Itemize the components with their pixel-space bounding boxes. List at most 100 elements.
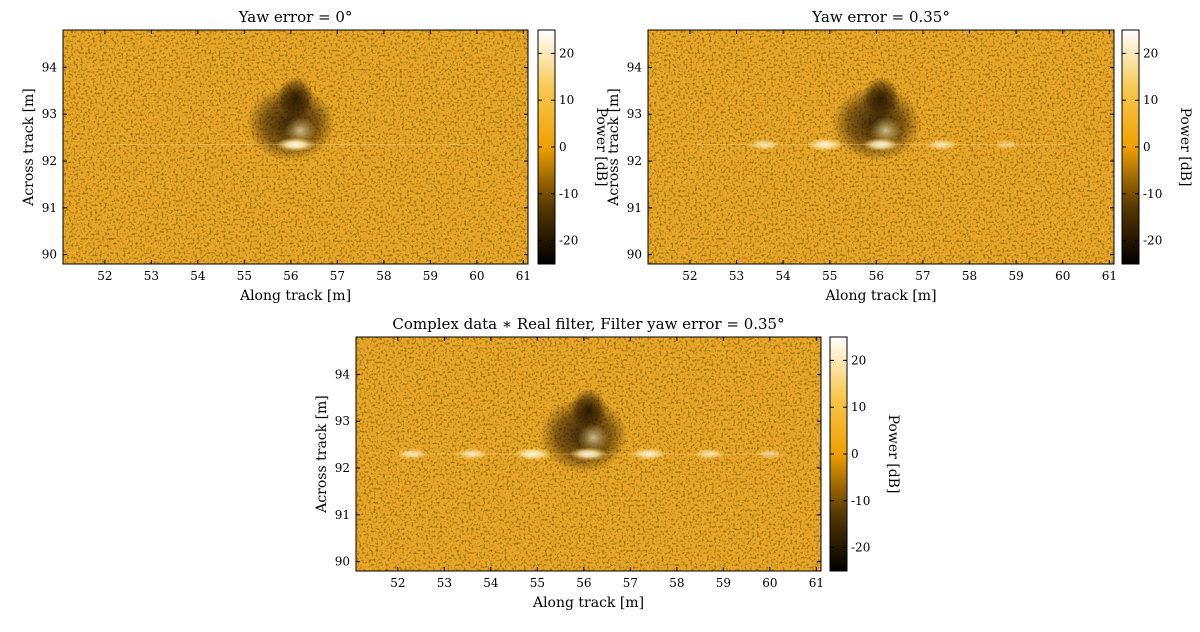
bright-spot: [805, 137, 845, 152]
colorbar-tick-label: -10: [559, 187, 578, 201]
x-tick-label: 55: [237, 269, 252, 283]
target-shadow-top: [569, 388, 608, 431]
plot-frame: [647, 29, 1115, 265]
x-tick-label: 54: [483, 576, 499, 590]
y-tick-label: 94: [335, 367, 351, 381]
x-tick-label: 59: [1008, 269, 1023, 283]
x-tick-label: 57: [623, 576, 638, 590]
x-tick-label: 54: [775, 269, 791, 283]
colorbar-tick-label: 0: [559, 140, 567, 154]
heatmap-image: [356, 337, 821, 571]
y-axis-label: Across track [m]: [21, 88, 37, 207]
heatmap-image: [63, 30, 528, 264]
colorbar-tick-label: -20: [1143, 234, 1162, 248]
y-tick-label: 93: [627, 107, 642, 121]
chart-title: Yaw error = 0.35°: [811, 8, 950, 26]
y-tick-label: 92: [335, 461, 350, 475]
bright-spot: [992, 139, 1021, 150]
x-tick-label: 52: [97, 269, 112, 283]
x-tick-label: 58: [376, 269, 391, 283]
target-glow: [869, 116, 902, 145]
bright-spot: [569, 447, 608, 461]
subplot-2: 52 53 54 55 56 57 58 59 60 61 90 91 92 93 94 Yaw error …: [606, 8, 1193, 304]
x-tick-label: 61: [809, 576, 824, 590]
bright-spot: [630, 447, 668, 461]
x-tick-label: 56: [576, 576, 591, 590]
plot-frame: [355, 336, 822, 572]
x-tick-label: 57: [915, 269, 930, 283]
colorbar-label: Power [dB]: [885, 415, 901, 494]
colorbar-tick-label: -20: [851, 541, 870, 555]
colorbar-tick-label: 10: [1143, 93, 1158, 107]
x-tick-label: 55: [822, 269, 837, 283]
x-tick-label: 58: [962, 269, 977, 283]
subplot-1: 52 53 54 55 56 57 58 59 60 61 90 91 92 93 94 Yaw error …: [21, 8, 609, 304]
x-tick-label: 56: [869, 269, 884, 283]
x-tick-label: 61: [1102, 269, 1117, 283]
x-axis-label: Along track [m]: [532, 595, 644, 611]
colorbar-tick-label: 10: [851, 400, 866, 414]
chart-title: Complex data ∗ Real filter, Filter yaw e…: [392, 315, 784, 333]
x-axis-label: Along track [m]: [824, 288, 936, 304]
y-axis-label: Across track [m]: [606, 88, 622, 207]
bright-spot: [513, 447, 552, 461]
colorbar-tick-label: -20: [559, 234, 578, 248]
chart-title: Yaw error = 0°: [238, 8, 353, 26]
target-glow: [283, 116, 317, 145]
subplot-3: 52 53 54 55 56 57 58 59 60 61 90 91 92 93 94 Complex da…: [314, 315, 901, 611]
bright-spot: [275, 137, 316, 152]
target-glow: [576, 423, 610, 452]
bright-spot: [455, 448, 490, 460]
y-tick-label: 94: [627, 60, 643, 74]
colorbar-tick-label: -10: [1143, 187, 1162, 201]
bright-spot: [924, 138, 959, 151]
x-tick-label: 55: [530, 576, 545, 590]
colorbar-tick-label: 20: [559, 46, 574, 60]
x-tick-label: 52: [682, 269, 697, 283]
x-tick-label: 60: [469, 269, 484, 283]
colorbar-tick-label: 10: [559, 93, 574, 107]
plot-frame: [62, 29, 529, 265]
bright-spot: [747, 138, 782, 151]
bright-spot: [755, 448, 785, 460]
x-tick-label: 53: [144, 269, 159, 283]
colorbar-tick-label: 0: [851, 447, 859, 461]
x-tick-label: 58: [669, 576, 684, 590]
y-tick-label: 91: [335, 508, 350, 522]
y-tick-label: 93: [335, 414, 350, 428]
x-tick-label: 54: [190, 269, 206, 283]
x-tick-label: 60: [1055, 269, 1070, 283]
x-tick-label: 52: [390, 576, 405, 590]
target-shadow-top: [276, 76, 315, 119]
y-tick-label: 92: [42, 154, 57, 168]
x-tick-label: 59: [716, 576, 731, 590]
y-tick-label: 90: [627, 248, 642, 262]
x-tick-label: 61: [516, 269, 531, 283]
y-tick-label: 93: [42, 107, 57, 121]
y-tick-label: 91: [42, 201, 57, 215]
colorbar-tick-label: 20: [851, 353, 866, 367]
x-tick-label: 57: [330, 269, 345, 283]
y-tick-label: 90: [42, 248, 57, 262]
colorbar-tick-label: 0: [1143, 140, 1151, 154]
x-tick-label: 56: [283, 269, 298, 283]
colorbar-label: Power [dB]: [593, 108, 609, 187]
x-tick-label: 60: [762, 576, 777, 590]
colorbar-label: Power [dB]: [1177, 108, 1193, 187]
x-tick-label: 53: [729, 269, 744, 283]
x-tick-label: 59: [423, 269, 438, 283]
bright-spot: [395, 448, 429, 460]
colorbar-tick-label: -10: [851, 494, 870, 508]
colorbar-tick-label: 20: [1143, 46, 1158, 60]
y-axis-label: Across track [m]: [314, 395, 330, 514]
y-tick-label: 90: [335, 555, 350, 569]
target-shadow-top: [862, 76, 900, 119]
bright-spot: [693, 448, 726, 460]
x-axis-label: Along track [m]: [239, 288, 351, 304]
x-tick-label: 53: [437, 576, 452, 590]
y-tick-label: 92: [627, 154, 642, 168]
bright-spot: [861, 137, 901, 152]
y-tick-label: 91: [627, 201, 642, 215]
heatmap-image: [648, 30, 1114, 264]
